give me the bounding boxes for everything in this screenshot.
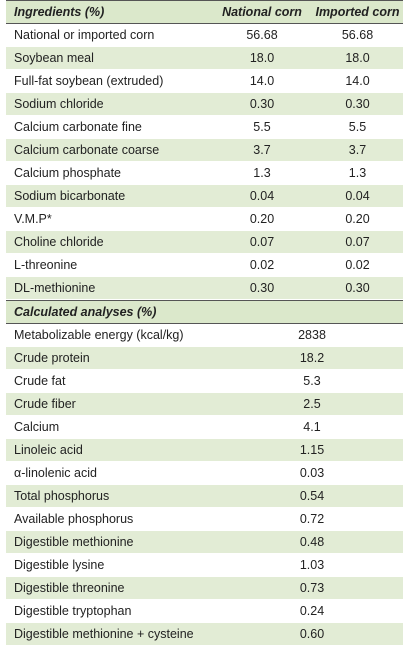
ingredient-row: Soybean meal 18.0 18.0 [6, 47, 403, 70]
label-cell: Full-fat soybean (extruded) [14, 74, 164, 88]
value-cell: 1.3 [253, 166, 271, 180]
value-cell: 18.2 [299, 351, 325, 365]
analysis-row: Available phosphorus 0.72 [6, 508, 403, 531]
analysis-row: Digestible lysine 1.03 [6, 554, 403, 577]
value-cell: 5.5 [253, 120, 271, 134]
value-cell: 18.0 [249, 51, 275, 65]
value-cell: 3.7 [253, 143, 271, 157]
label-cell: Choline chloride [14, 235, 104, 249]
value-cell: 4.1 [303, 420, 321, 434]
ingredient-row: DL-methionine 0.30 0.30 [6, 277, 403, 300]
value-cell: 0.48 [299, 535, 325, 549]
analysis-row: Crude fat 5.3 [6, 370, 403, 393]
label-cell: Sodium chloride [14, 97, 104, 111]
value-cell: 0.54 [299, 489, 325, 503]
value-cell: 0.72 [299, 512, 325, 526]
analysis-row: Digestible threonine 0.73 [6, 577, 403, 600]
analysis-row: Linoleic acid 1.15 [6, 439, 403, 462]
value-cell: 0.30 [249, 97, 275, 111]
analysis-row: Crude protein 18.2 [6, 347, 403, 370]
ingredient-row: Full-fat soybean (extruded) 14.0 14.0 [6, 70, 403, 93]
analysis-row: Total phosphorus 0.54 [6, 485, 403, 508]
header-row: Calculated analyses (%) [6, 300, 403, 324]
label-cell: Digestible tryptophan [14, 604, 132, 618]
label-cell: Metabolizable energy (kcal/kg) [14, 328, 184, 342]
value-cell: 0.20 [345, 212, 370, 226]
label-cell: L-threonine [14, 258, 78, 272]
value-cell: 1.15 [299, 443, 325, 457]
header-cell: National corn [222, 5, 302, 19]
label-cell: Sodium bicarbonate [14, 189, 126, 203]
analysis-row: α-linolenic acid 0.03 [6, 462, 403, 485]
analysis-row: Digestible methionine 0.48 [6, 531, 403, 554]
label-cell: Crude fat [14, 374, 66, 388]
value-cell: 2838 [298, 328, 326, 342]
value-cell: 0.03 [299, 466, 325, 480]
label-cell: Calcium [14, 420, 60, 434]
value-cell: 56.68 [246, 28, 278, 42]
value-cell: 14.0 [249, 74, 275, 88]
ingredient-row: National or imported corn 56.68 56.68 [6, 24, 403, 47]
label-cell: Total phosphorus [14, 489, 110, 503]
header-cell: Calculated analyses (%) [14, 305, 157, 319]
label-cell: Soybean meal [14, 51, 94, 65]
value-cell: 2.5 [303, 397, 321, 411]
analysis-row: Metabolizable energy (kcal/kg) 2838 [6, 324, 403, 347]
label-cell: Digestible methionine [14, 535, 134, 549]
label-cell: Crude protein [14, 351, 90, 365]
value-cell: 5.5 [348, 120, 367, 134]
value-cell: 56.68 [341, 28, 374, 42]
label-cell: Available phosphorus [14, 512, 134, 526]
analysis-row: Digestible tryptophan 0.24 [6, 600, 403, 623]
ingredient-row: V.M.P* 0.20 0.20 [6, 208, 403, 231]
label-cell: V.M.P* [14, 212, 52, 226]
value-cell: 1.3 [348, 166, 367, 180]
label-cell: Calcium carbonate coarse [14, 143, 160, 157]
value-cell: 18.0 [345, 51, 370, 65]
value-cell: 0.73 [299, 581, 325, 595]
value-cell: 0.20 [249, 212, 275, 226]
label-cell: Calcium carbonate fine [14, 120, 142, 134]
header-cell: Ingredients (%) [14, 5, 105, 19]
ingredient-row: Choline chloride 0.07 0.07 [6, 231, 403, 254]
value-cell: 1.03 [299, 558, 325, 572]
value-cell: 0.30 [345, 281, 370, 295]
value-cell: 0.07 [345, 235, 370, 249]
ingredient-row: Calcium phosphate 1.3 1.3 [6, 162, 403, 185]
analysis-row: Digestible methionine + cysteine 0.60 [6, 623, 403, 646]
label-cell: Digestible methionine + cysteine [14, 627, 194, 641]
label-cell: DL-methionine [14, 281, 96, 295]
ingredient-row: Calcium carbonate fine 5.5 5.5 [6, 116, 403, 139]
label-cell: Crude fiber [14, 397, 76, 411]
ingredient-row: Sodium bicarbonate 0.04 0.04 [6, 185, 403, 208]
label-cell: Linoleic acid [14, 443, 83, 457]
value-cell: 0.02 [249, 258, 275, 272]
value-cell: 0.04 [249, 189, 275, 203]
value-cell: 14.0 [345, 74, 370, 88]
value-cell: 0.24 [299, 604, 325, 618]
value-cell: 0.04 [345, 189, 370, 203]
ingredient-row: Sodium chloride 0.30 0.30 [6, 93, 403, 116]
ingredient-row: Calcium carbonate coarse 3.7 3.7 [6, 139, 403, 162]
value-cell: 0.30 [345, 97, 370, 111]
value-cell: 5.3 [303, 374, 321, 388]
header-row: Ingredients (%) National corn Imported cor… [6, 0, 403, 24]
label-cell: Digestible lysine [14, 558, 105, 572]
header-cell: Imported corn [315, 5, 400, 19]
analysis-row: Calcium 4.1 [6, 416, 403, 439]
analysis-row: Crude fiber 2.5 [6, 393, 403, 416]
ingredient-row: L-threonine 0.02 0.02 [6, 254, 403, 277]
value-cell: 3.7 [348, 143, 367, 157]
label-cell: Calcium phosphate [14, 166, 122, 180]
value-cell: 0.02 [345, 258, 370, 272]
value-cell: 0.30 [249, 281, 275, 295]
label-cell: National or imported corn [14, 28, 155, 42]
label-cell: Digestible threonine [14, 581, 125, 595]
label-cell: α-linolenic acid [14, 466, 97, 480]
value-cell: 0.60 [299, 627, 325, 641]
value-cell: 0.07 [249, 235, 275, 249]
feed-table: Ingredients (%) National corn Imported cor… [6, 0, 403, 646]
